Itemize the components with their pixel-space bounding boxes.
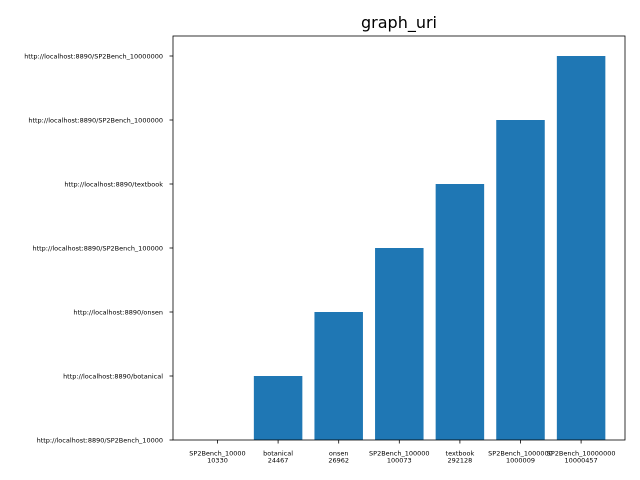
bar <box>253 376 303 440</box>
x-tick-label: SP2Bench_10000 <box>189 450 245 458</box>
chart-title: graph_uri <box>361 13 437 33</box>
bar <box>435 184 485 440</box>
bar <box>556 56 606 440</box>
bar <box>375 248 424 440</box>
x-tick-label: 10000457 <box>565 457 598 465</box>
bars-group <box>253 56 606 440</box>
x-tick-label: 24467 <box>268 457 289 465</box>
y-tick-label: http://localhost:8890/SP2Bench_1000000 <box>28 116 163 124</box>
y-tick-label: http://localhost:8890/SP2Bench_100000 <box>32 244 163 252</box>
x-tick-label: SP2Bench_10000000 <box>547 450 616 458</box>
x-tick-label: botanical <box>263 450 293 458</box>
bar <box>314 312 363 440</box>
y-tick-label: http://localhost:8890/SP2Bench_10000000 <box>24 52 163 60</box>
bar <box>496 120 545 440</box>
x-tick-label: 1000009 <box>506 457 535 465</box>
y-tick-label: http://localhost:8890/textbook <box>64 180 163 188</box>
x-tick-label: 26962 <box>328 457 349 465</box>
x-tick-label: SP2Bench_1000000 <box>488 450 553 458</box>
x-tick-label: 10330 <box>207 457 228 465</box>
x-tick-label: textbook <box>446 450 475 458</box>
y-tick-label: http://localhost:8890/botanical <box>63 372 163 380</box>
x-tick-label: 100073 <box>387 457 412 465</box>
y-tick-label: http://localhost:8890/SP2Bench_10000 <box>37 436 163 444</box>
x-tick-label: SP2Bench_100000 <box>369 450 430 458</box>
y-tick-label: http://localhost:8890/onsen <box>73 308 163 316</box>
plot-frame <box>172 35 626 441</box>
x-tick-label: onsen <box>329 450 349 458</box>
y-axis-ticks: http://localhost:8890/SP2Bench_10000 http… <box>24 52 173 444</box>
x-tick-label: 292128 <box>447 457 472 465</box>
